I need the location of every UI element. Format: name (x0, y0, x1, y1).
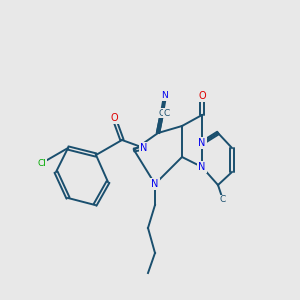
Text: C: C (220, 196, 226, 205)
Text: N: N (162, 92, 168, 100)
Text: C: C (159, 109, 165, 118)
Text: Cl: Cl (38, 158, 46, 167)
Text: N: N (151, 179, 159, 189)
Text: O: O (110, 113, 118, 123)
Text: N: N (140, 143, 148, 153)
Text: N: N (198, 162, 206, 172)
Text: O: O (198, 91, 206, 101)
Text: C: C (164, 109, 170, 118)
Text: N: N (198, 138, 206, 148)
